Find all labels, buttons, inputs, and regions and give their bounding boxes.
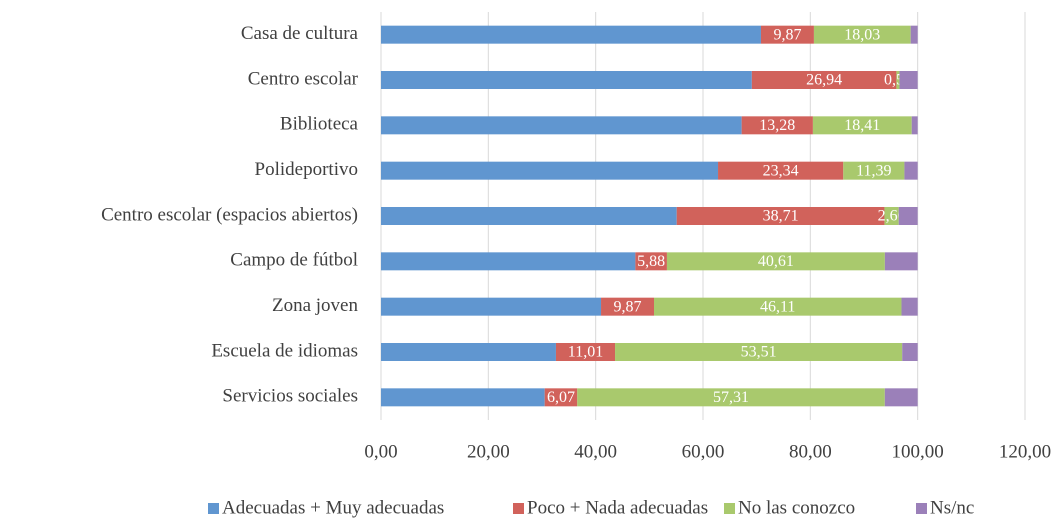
x-tick-label: 80,00: [789, 441, 832, 462]
bar-segment: [381, 252, 636, 271]
x-tick-label: 120,00: [999, 441, 1051, 462]
bar-segment: [901, 297, 918, 316]
bar-segment: [718, 161, 844, 180]
bar-segment: [760, 25, 814, 44]
bar-segment: [615, 343, 903, 361]
legend-swatch: [208, 503, 219, 514]
data-label: 9,87: [773, 26, 801, 43]
x-tick-label: 20,00: [467, 441, 510, 462]
bar-segment: [555, 343, 616, 361]
x-tick-label: 60,00: [682, 441, 725, 462]
bar-segment: [884, 252, 918, 271]
legend-swatch: [724, 503, 735, 514]
y-tick-label: Polideportivo: [255, 159, 358, 180]
data-label: 5,88: [637, 253, 665, 270]
data-label: 18,03: [844, 26, 880, 43]
x-tick-label: 100,00: [892, 441, 944, 462]
y-tick-label: Escuela de idiomas: [211, 340, 358, 361]
y-tick-label: Campo de fútbol: [230, 250, 358, 271]
bar-segment: [666, 252, 885, 271]
bar-segment: [544, 388, 578, 407]
data-label: 18,41: [844, 117, 880, 134]
y-tick-label: Centro escolar (espacios abiertos): [101, 204, 358, 225]
bar-segment: [884, 207, 899, 225]
bar-segment: [577, 388, 885, 407]
legend-label: Adecuadas + Muy adecuadas: [222, 497, 444, 518]
bar-segment: [911, 116, 918, 135]
data-label: 13,28: [759, 117, 795, 134]
bar-segment: [381, 25, 761, 44]
bar-segment: [751, 71, 897, 89]
bar-segment: [902, 343, 918, 361]
x-tick-label: 0,00: [364, 441, 397, 462]
bar-segment: [381, 388, 545, 407]
data-label: 46,11: [760, 298, 795, 315]
y-tick-label: Casa de cultura: [241, 23, 359, 44]
bar-segment: [741, 116, 813, 135]
bar-segment: [884, 388, 918, 407]
bar-segment: [899, 71, 918, 89]
data-label: 38,71: [763, 208, 799, 225]
data-label: 40,61: [758, 253, 794, 270]
bar-segment: [896, 71, 900, 89]
legend-label: No las conozco: [738, 497, 855, 518]
legend-label: Ns/nc: [930, 497, 974, 518]
bar-segment: [381, 161, 719, 180]
bar-segment: [843, 161, 905, 180]
bar-segment: [635, 252, 667, 271]
bar-segment: [676, 207, 885, 225]
legend-swatch: [916, 503, 927, 514]
data-label: 2,66: [878, 208, 906, 225]
data-label: 11,39: [856, 162, 891, 179]
data-label: 53,51: [741, 344, 777, 361]
y-tick-label: Zona joven: [272, 295, 359, 316]
legend-label: Poco + Nada adecuadas: [527, 497, 708, 518]
bar-segment: [381, 71, 752, 89]
data-label: 11,01: [568, 344, 603, 361]
bar-segment: [381, 207, 677, 225]
data-label: 6,07: [547, 389, 575, 406]
bar-segment: [910, 25, 918, 44]
y-tick-label: Servicios sociales: [222, 386, 358, 407]
bar-segment: [898, 207, 918, 225]
data-label: 9,87: [614, 298, 642, 315]
bar-segment: [812, 116, 912, 135]
data-label: 26,94: [806, 72, 842, 89]
bar-segment: [381, 343, 556, 361]
bar-segment: [813, 25, 911, 44]
y-tick-label: Biblioteca: [280, 114, 359, 135]
bar-segment: [381, 116, 742, 135]
bar-segment: [904, 161, 918, 180]
y-tick-label: Centro escolar: [248, 68, 359, 89]
bar-segment: [654, 297, 902, 316]
legend-swatch: [513, 503, 524, 514]
data-label: 57,31: [713, 389, 749, 406]
data-label: 23,34: [763, 162, 799, 179]
bar-segment: [381, 297, 602, 316]
bar-segment: [601, 297, 655, 316]
x-tick-label: 40,00: [574, 441, 617, 462]
